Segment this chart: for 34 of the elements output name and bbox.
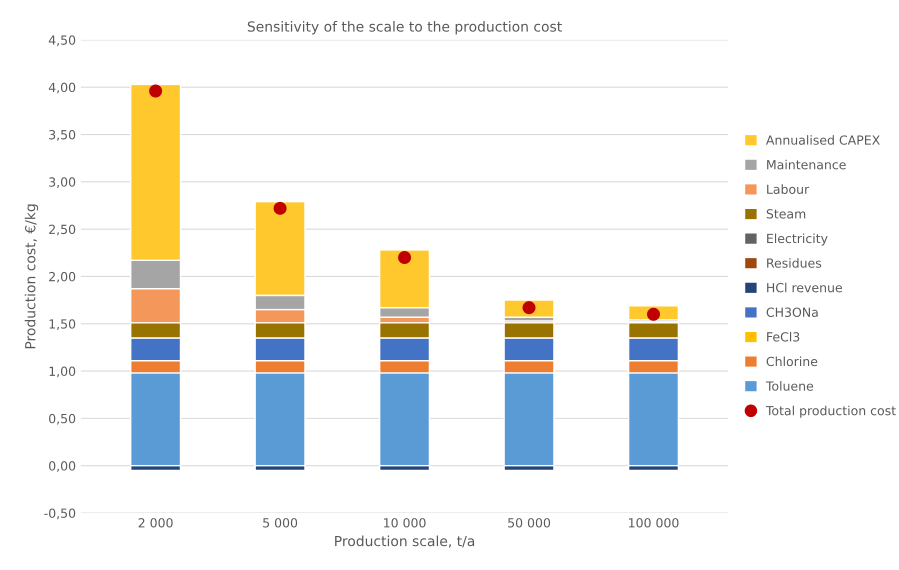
point bbox=[274, 202, 287, 215]
x-tick-label: 5 000 bbox=[263, 518, 298, 528]
y-tick-label: 1,50 bbox=[50, 319, 76, 330]
y-tick-label: 4,50 bbox=[48, 35, 76, 46]
y-tick-label: 1,00 bbox=[50, 366, 76, 378]
legend-label: Maintenance bbox=[767, 160, 846, 170]
x-tick-label: 10 000 bbox=[384, 518, 426, 528]
x-tick-label: 2 000 bbox=[138, 518, 173, 528]
y-tick-label: 3,50 bbox=[49, 130, 76, 141]
x-tick-label: 100 000 bbox=[629, 518, 679, 528]
y-tick-label: 2,50 bbox=[49, 224, 76, 236]
point bbox=[398, 251, 412, 264]
y-tick-label: -0,50 bbox=[44, 508, 76, 520]
y-tick-label: 0,00 bbox=[49, 461, 76, 472]
legend-label: Residues bbox=[767, 258, 822, 268]
y-tick-label: 0,50 bbox=[49, 414, 76, 425]
legend-label: Toluene bbox=[766, 381, 814, 391]
legend-label: Steam bbox=[766, 209, 806, 219]
legend-label: CH3ONa bbox=[766, 308, 818, 317]
legend-label: Total production cost bbox=[766, 406, 896, 418]
legend-label: FeCl3 bbox=[767, 332, 800, 342]
y-tick-label: 3,00 bbox=[49, 177, 76, 188]
point bbox=[149, 84, 162, 98]
legend-label: Annualised CAPEX bbox=[766, 135, 880, 145]
legend-label: Electricity bbox=[767, 234, 828, 246]
y-tick-label: 4,00 bbox=[48, 82, 76, 94]
y-tick-label: 2,00 bbox=[49, 272, 76, 283]
legend-label: Labour bbox=[767, 184, 810, 194]
x-tick-label: 50 000 bbox=[508, 518, 550, 528]
x-axis-title: Production scale, t/a bbox=[335, 536, 474, 548]
y-axis-title: Production cost, €/kg bbox=[24, 204, 38, 348]
legend-label: HCl revenue bbox=[767, 282, 842, 292]
chart-title: Sensitivity of the scale to the production cost bbox=[248, 21, 562, 34]
legend-label: Chlorine bbox=[766, 356, 818, 366]
